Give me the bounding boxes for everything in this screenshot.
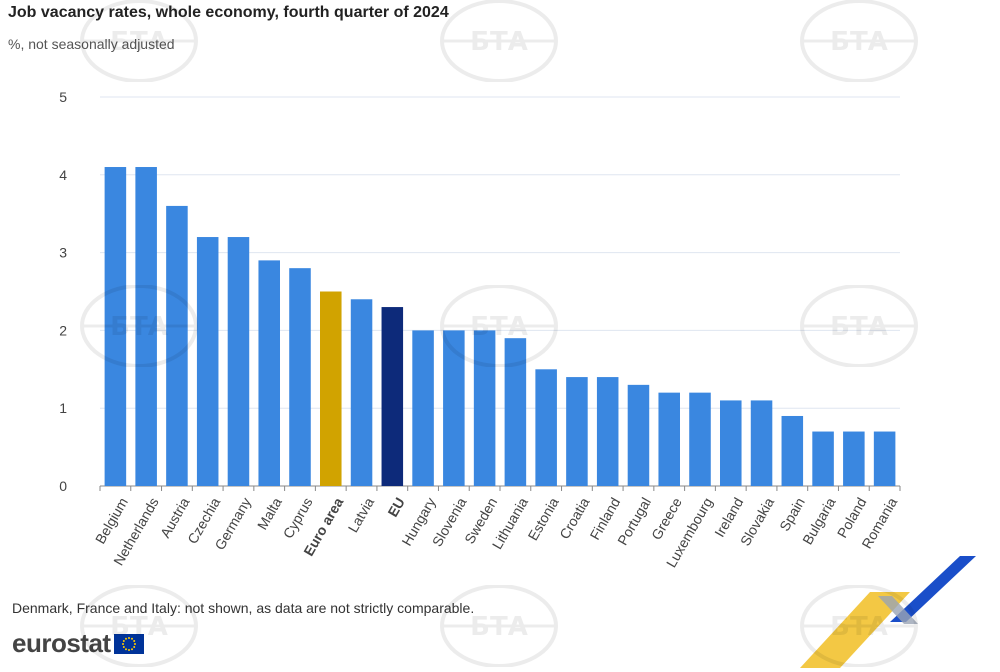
bar xyxy=(473,330,496,486)
bar xyxy=(258,260,280,486)
bar xyxy=(627,384,650,486)
bta-watermark: БТА xyxy=(440,584,558,672)
bar xyxy=(443,330,465,486)
bar xyxy=(750,400,773,486)
bta-watermark: БТА xyxy=(800,584,918,672)
bar-chart: 012345BelgiumNetherlandsAustriaCzechiaGe… xyxy=(59,89,901,570)
bar xyxy=(227,237,250,486)
watermark-text: БТА xyxy=(830,27,888,57)
watermark-text: БТА xyxy=(470,27,528,57)
y-tick-label: 2 xyxy=(59,322,67,338)
bta-watermark: БТА xyxy=(80,284,198,372)
bar xyxy=(381,307,404,486)
y-tick-label: 1 xyxy=(59,400,67,416)
y-tick-label: 4 xyxy=(59,167,67,183)
bta-brand-mark-icon xyxy=(800,556,976,668)
watermark-text: БТА xyxy=(830,612,888,642)
bar xyxy=(689,392,711,486)
bar xyxy=(196,237,219,486)
y-tick-label: 3 xyxy=(59,245,67,261)
bar xyxy=(504,338,527,486)
watermark-text: БТА xyxy=(470,312,528,342)
watermark-text: БТА xyxy=(470,612,528,642)
x-tick-label: Spain xyxy=(776,495,808,534)
bar xyxy=(658,392,680,486)
bar xyxy=(350,299,373,486)
eurostat-logo: eurostat xyxy=(12,628,144,659)
bar xyxy=(873,431,896,486)
bar xyxy=(596,377,619,486)
x-tick-label: Malta xyxy=(254,495,285,533)
bta-watermark: БТА xyxy=(80,0,198,87)
bta-watermark: БТА xyxy=(440,0,558,87)
chart-subtitle: %, not seasonally adjusted xyxy=(8,36,175,52)
bar xyxy=(566,377,588,486)
watermark-text: БТА xyxy=(110,312,168,342)
y-tick-label: 0 xyxy=(59,478,67,494)
y-tick-label: 5 xyxy=(59,89,67,105)
bar xyxy=(104,167,127,486)
x-tick-label: Estonia xyxy=(525,495,562,544)
watermark-text: БТА xyxy=(110,612,168,642)
bta-watermark: БТА xyxy=(440,284,558,372)
bar xyxy=(166,205,188,487)
bar xyxy=(289,268,311,486)
bar xyxy=(135,167,157,486)
bta-watermark: БТА xyxy=(800,0,918,87)
bar xyxy=(320,291,342,486)
bta-watermark: БТА xyxy=(80,584,198,672)
bar xyxy=(812,431,834,486)
bar xyxy=(535,369,557,486)
bta-watermark: БТА xyxy=(800,284,918,372)
x-tick-label: Latvia xyxy=(345,495,378,536)
bar xyxy=(412,330,434,486)
logo-text: eurostat xyxy=(12,628,111,658)
chart-title: Job vacancy rates, whole economy, fourth… xyxy=(8,4,449,21)
bar xyxy=(781,415,804,486)
eu-flag-icon xyxy=(113,633,144,654)
footnote: Denmark, France and Italy: not shown, as… xyxy=(12,600,475,616)
bar xyxy=(720,400,742,486)
x-tick-label: EU xyxy=(384,495,408,520)
bar xyxy=(843,431,865,486)
watermark-text: БТА xyxy=(110,27,168,57)
watermark-text: БТА xyxy=(830,312,888,342)
